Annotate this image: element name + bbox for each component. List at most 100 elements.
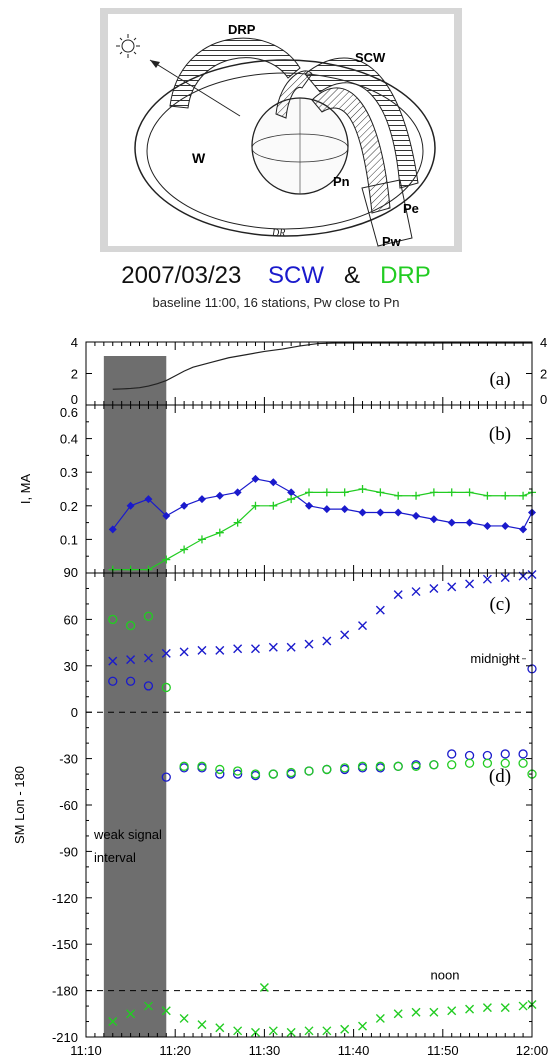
drp-cross-point — [393, 1009, 403, 1019]
ref-label-midnight: midnight — [470, 651, 520, 666]
scw-current-point — [197, 495, 206, 504]
drp-cross-point — [259, 983, 269, 993]
text-layer: 11:10 11:20 11:30 11:40 11:50 12:00 0 2 4 0.1 0.2 0… — [12, 335, 548, 1058]
weak-signal-label-1: weak signal — [93, 827, 162, 842]
y-tick-label-right: 4 — [540, 335, 547, 350]
scw-current-point — [501, 521, 510, 530]
drp-current-point — [394, 491, 403, 500]
drp-current-point — [483, 491, 492, 500]
schematic-label-scw: SCW — [355, 50, 386, 65]
sun-arrow-head — [150, 60, 160, 68]
data-layer — [108, 342, 537, 1037]
scw-current-point — [215, 491, 224, 500]
scw-circle-point — [108, 676, 118, 686]
schematic-label-dr: DR — [271, 228, 285, 239]
scw-current-point — [519, 525, 528, 534]
y-tick-label: -90 — [59, 844, 78, 859]
scw-current-point — [126, 501, 135, 510]
drp-current-point — [305, 488, 313, 497]
scw-cross-point — [304, 639, 314, 649]
y-tick-label: 2 — [71, 367, 78, 382]
scw-current-point — [483, 521, 492, 530]
scw-current-point — [394, 508, 403, 517]
drp-current-point — [251, 501, 260, 510]
y-tick-label: -120 — [52, 891, 78, 906]
drp-cross-point — [215, 1023, 225, 1033]
drp-current-point — [358, 485, 367, 493]
scw-circle-point — [143, 681, 154, 691]
drp-cross-point — [197, 1020, 207, 1030]
drp-cross-point — [411, 1007, 421, 1017]
drp-cross-point — [250, 1027, 260, 1037]
drp-circle-point — [429, 760, 439, 770]
drp-current-point — [519, 491, 528, 500]
scw-current-point — [287, 488, 296, 497]
scw-current-point — [465, 518, 474, 527]
drp-cross-point — [340, 1024, 350, 1034]
scw-cross-point — [393, 590, 403, 600]
sun-icon — [116, 34, 140, 58]
sun-direction-arrow — [149, 59, 241, 117]
scw-cross-point — [322, 636, 332, 646]
weak-signal-shade — [103, 356, 167, 1037]
scw-current-point — [251, 474, 260, 483]
title-scw: SCW — [268, 262, 325, 289]
scw-cross-point — [500, 573, 510, 583]
scw-cross-point — [340, 630, 350, 640]
scw-cross-point — [482, 574, 492, 584]
drp-circle-point — [322, 764, 332, 775]
drp-current-point — [340, 488, 349, 497]
scw-current-point — [412, 511, 421, 520]
scw-current-point — [358, 508, 367, 517]
drp-current-point — [501, 491, 510, 500]
scw-cross-point — [108, 656, 118, 666]
y-tick-label: 0.2 — [60, 499, 78, 514]
scw-loop-outer — [304, 57, 419, 189]
drp-cross-point — [482, 1003, 492, 1013]
scw-current-point — [108, 525, 117, 534]
drp-current-point — [429, 488, 438, 497]
drp-current-line — [112, 488, 533, 571]
drp-current-point — [287, 495, 296, 504]
scw-current-point — [429, 515, 438, 524]
scw-circle-point — [518, 749, 528, 759]
drp-circle-point — [357, 761, 368, 771]
y-tick-label-right: 0 — [540, 392, 547, 407]
x-tick-label: 11:20 — [159, 1043, 191, 1058]
scw-cross-point — [375, 605, 385, 615]
drp-cross-point — [500, 1003, 510, 1013]
drp-circle-point — [197, 761, 207, 771]
grid-layer — [86, 658, 532, 992]
ylabel-sm-lon: SM Lon - 180 — [12, 766, 27, 844]
scw-cross-point — [233, 644, 243, 654]
figure-title: 2007/03/23 SCW & DRP — [0, 262, 552, 290]
drp-current-point — [197, 535, 206, 544]
schematic-label-drp: DRP — [228, 22, 256, 37]
drp-cross-point — [268, 1026, 278, 1036]
scw-circle-point — [464, 750, 475, 761]
drp-loop — [169, 37, 301, 109]
scw-current-point — [233, 488, 242, 497]
drp-cross-point — [358, 1021, 368, 1031]
drp-circle-point — [250, 769, 261, 779]
scw-cross-point — [126, 655, 136, 665]
scw-cross-point — [411, 587, 421, 597]
y-tick-label: 90 — [64, 565, 78, 580]
schematic-label-w: W — [192, 150, 206, 166]
drp-circle-point — [304, 766, 314, 776]
weak-signal-label-2: interval — [94, 850, 136, 865]
drp-circle-point — [518, 758, 528, 768]
scw-circle-point — [482, 750, 493, 761]
y-tick-label: -210 — [52, 1030, 78, 1045]
scw-cross-point — [268, 642, 278, 652]
drp-cross-point — [375, 1013, 385, 1023]
scw-circle-point — [215, 769, 225, 779]
drp-circle-point — [340, 763, 350, 773]
drp-circle-point — [500, 758, 510, 768]
y-tick-label: 0 — [71, 392, 78, 407]
title-date: 2007/03/23 — [121, 262, 242, 289]
scw-circle-point — [232, 769, 243, 779]
ylabel-current: I, MA — [18, 474, 33, 505]
scw-current-point — [269, 478, 278, 487]
